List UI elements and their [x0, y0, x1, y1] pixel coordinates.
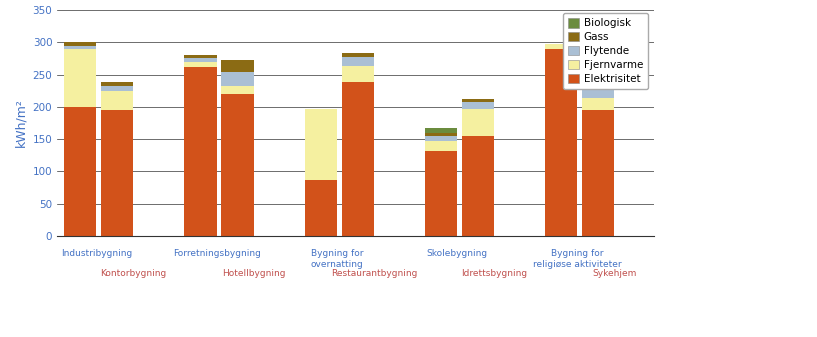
- Text: Forretningsbygning: Forretningsbygning: [172, 249, 261, 258]
- Bar: [305, 109, 337, 180]
- Bar: [342, 53, 374, 57]
- Bar: [582, 110, 614, 236]
- Bar: [582, 86, 614, 89]
- Bar: [582, 89, 614, 98]
- Bar: [462, 102, 494, 109]
- Text: Bygning for
religiøse aktiviteter: Bygning for religiøse aktiviteter: [533, 249, 622, 269]
- Text: Idrettsbygning: Idrettsbygning: [461, 269, 527, 278]
- Text: Industribygning: Industribygning: [60, 249, 132, 258]
- Bar: [342, 66, 374, 82]
- Bar: [425, 133, 457, 136]
- Text: Kontorbygning: Kontorbygning: [100, 269, 167, 278]
- Bar: [582, 98, 614, 110]
- Bar: [185, 55, 217, 59]
- Bar: [305, 180, 337, 236]
- Bar: [221, 72, 254, 86]
- Bar: [101, 110, 133, 236]
- Text: Sykehjem: Sykehjem: [592, 269, 636, 278]
- Text: Hotellbygning: Hotellbygning: [222, 269, 285, 278]
- Bar: [342, 82, 374, 236]
- Bar: [185, 62, 217, 67]
- Bar: [462, 136, 494, 236]
- Bar: [101, 82, 133, 86]
- Bar: [101, 91, 133, 110]
- Text: Skolebygning: Skolebygning: [426, 249, 488, 258]
- Bar: [221, 86, 254, 94]
- Text: Restaurantbygning: Restaurantbygning: [331, 269, 417, 278]
- Bar: [462, 99, 494, 102]
- Bar: [545, 49, 578, 236]
- Bar: [425, 136, 457, 141]
- Bar: [101, 86, 133, 91]
- Bar: [342, 57, 374, 66]
- Bar: [425, 141, 457, 151]
- Bar: [64, 42, 96, 45]
- Y-axis label: kWh/m²: kWh/m²: [14, 98, 27, 148]
- Bar: [425, 151, 457, 236]
- Bar: [64, 107, 96, 236]
- Bar: [221, 60, 254, 72]
- Bar: [64, 49, 96, 107]
- Bar: [64, 45, 96, 49]
- Text: Bygning for
overnatting: Bygning for overnatting: [310, 249, 364, 269]
- Bar: [545, 44, 578, 49]
- Bar: [185, 67, 217, 236]
- Legend: Biologisk, Gass, Flytende, Fjernvarme, Elektrisitet: Biologisk, Gass, Flytende, Fjernvarme, E…: [563, 13, 649, 89]
- Bar: [185, 59, 217, 62]
- Bar: [462, 109, 494, 136]
- Bar: [425, 127, 457, 133]
- Bar: [221, 94, 254, 236]
